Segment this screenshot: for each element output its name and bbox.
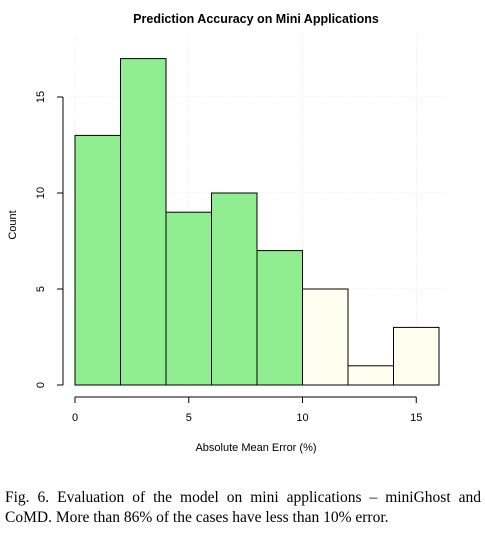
histogram-bar-1: [120, 58, 167, 386]
chart-title: Prediction Accuracy on Mini Applications: [133, 12, 379, 26]
x-tick-label: 15: [410, 412, 422, 424]
histogram-bar-0: [74, 134, 121, 386]
figure-caption: Fig. 6. Evaluation of the model on mini …: [5, 489, 481, 526]
histogram-bar-4: [256, 250, 303, 386]
histogram-chart: Prediction Accuracy on Mini Applications…: [7, 12, 444, 454]
histogram-bar-2: [165, 211, 212, 386]
y-tick-label: 0: [35, 382, 47, 388]
histogram-bar-5: [302, 288, 349, 386]
x-axis-label: Absolute Mean Error (%): [195, 442, 316, 454]
y-tick-label: 10: [35, 187, 47, 199]
y-axis-label: Count: [7, 210, 19, 239]
histogram-bar-6: [347, 365, 394, 386]
x-tick-label: 10: [296, 412, 308, 424]
x-axis: 0 5 10 15: [72, 396, 422, 424]
y-tick-label: 15: [35, 91, 47, 103]
y-tick-label: 5: [35, 286, 47, 292]
histogram-bar-7: [393, 326, 440, 386]
y-axis: 0 5 10 15: [35, 91, 64, 388]
histogram-bars: [74, 58, 440, 386]
histogram-bar-3: [211, 192, 258, 386]
x-tick-label: 0: [72, 412, 78, 424]
x-tick-label: 5: [186, 412, 192, 424]
